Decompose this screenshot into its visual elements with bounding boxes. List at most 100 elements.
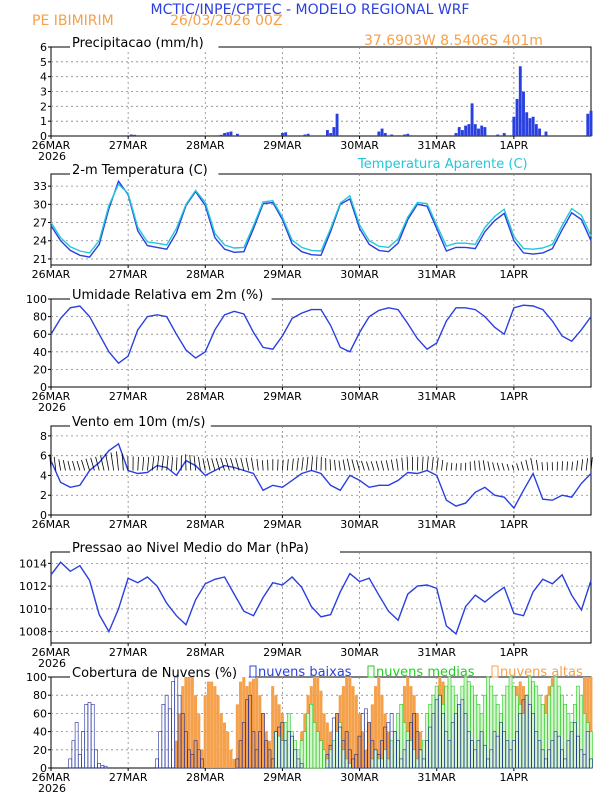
wind-arrow: [215, 458, 221, 471]
cloud-bar: [251, 678, 255, 768]
cloud-bar: [499, 713, 503, 769]
year-label: 2026: [38, 150, 66, 163]
cloud-bar: [547, 694, 551, 769]
wind-arrow: [230, 458, 235, 471]
wind-arrow: [62, 460, 66, 471]
x-tick-label: 29MAR: [263, 390, 302, 403]
cloud-bar: [585, 731, 590, 769]
cloud-bar: [505, 685, 510, 769]
wind-arrow: [220, 457, 225, 471]
cloud-bar: [277, 735, 281, 769]
x-tick-label: 26MAR: [32, 139, 71, 152]
cloud-bar: [354, 695, 358, 768]
legend-swatch: [249, 665, 257, 678]
y-tick-label: 100: [26, 293, 47, 306]
x-tick-label: 28MAR: [186, 771, 225, 784]
wind-arrow: [53, 456, 57, 471]
cloud-bar: [585, 722, 590, 769]
legend-entry: Temperatura Aparente (C): [357, 157, 528, 172]
x-tick-label: 27MAR: [109, 771, 148, 784]
year-label: 2026: [38, 782, 66, 792]
precip-bar: [457, 127, 461, 136]
header-coords: 37.6903W 8.5406S 401m: [364, 33, 543, 49]
wind-arrow: [310, 456, 313, 471]
wind-arrow: [189, 454, 192, 471]
cloud-bar: [341, 686, 345, 768]
cloud-bar: [293, 740, 298, 769]
cloud-bar: [267, 740, 272, 768]
cloud-bar: [90, 703, 95, 769]
cloud-bar: [450, 685, 455, 769]
y-tick-label: 27: [33, 217, 47, 230]
cloud-bar: [271, 686, 275, 768]
cloud-bar: [197, 713, 201, 768]
cloud-bar: [351, 686, 355, 768]
cloud-bar: [78, 754, 82, 769]
wind-arrow: [147, 456, 150, 471]
cloud-bar: [357, 713, 362, 768]
wind-arrow: [245, 457, 250, 471]
y-tick-label: 3: [40, 86, 47, 99]
y-tick-label: 0: [40, 381, 47, 394]
precip-bar: [306, 133, 310, 136]
wind-arrow: [161, 455, 164, 471]
wind-arrow: [566, 461, 569, 471]
year-label: 2026: [38, 401, 66, 414]
precip-bar: [522, 91, 525, 136]
wind-arrow: [342, 459, 346, 471]
precip-bar: [470, 103, 474, 136]
cloud-bar: [376, 758, 381, 769]
cloud-bar: [441, 703, 445, 769]
wind-arrow: [171, 456, 174, 471]
precip-bar: [454, 133, 458, 136]
cloud-bar: [210, 681, 214, 768]
x-tick-label: 30MAR: [340, 390, 379, 403]
precip-bar: [235, 133, 239, 136]
cloud-bar: [216, 695, 220, 768]
wind-arrow: [166, 455, 169, 471]
y-tick-label: 5: [40, 56, 47, 69]
wind-arrow: [571, 461, 573, 471]
cloud-bar: [473, 694, 478, 769]
precip-bar: [538, 128, 542, 136]
cloud-bar: [454, 694, 458, 769]
x-tick-label: 31MAR: [417, 268, 456, 281]
cloud-bar: [380, 758, 384, 769]
wind-arrow: [546, 462, 549, 471]
cloud-bar: [274, 731, 278, 769]
wind-arrow: [496, 462, 500, 471]
cloud-bar: [187, 677, 191, 768]
cloud-bar: [402, 722, 407, 769]
wind-arrow: [426, 456, 429, 471]
wind-arrow: [361, 460, 365, 471]
wind-arrow: [492, 462, 495, 471]
y-tick-label: 80: [33, 311, 47, 324]
cloud-bar: [155, 758, 159, 769]
panel-frame: [50, 173, 592, 266]
legend-swatch: [491, 665, 499, 678]
cloud-bar: [589, 677, 593, 768]
y-tick-label: 1014: [19, 557, 47, 570]
cloud-bar: [531, 681, 535, 769]
panel-title-bg: [70, 666, 249, 680]
cloud-bar: [94, 749, 98, 769]
panel-title: Umidade Relativa em 2m (%): [72, 288, 263, 303]
x-tick-label: 28MAR: [186, 268, 225, 281]
y-tick-label: 100: [26, 671, 47, 684]
y-tick-label: 30: [33, 198, 47, 211]
x-tick-label: 29MAR: [263, 139, 302, 152]
x-tick-label: 31MAR: [417, 390, 456, 403]
panel-title-bg: [70, 36, 219, 50]
precip-bar: [219, 134, 223, 136]
y-tick-label: 1: [40, 115, 47, 128]
cloud-bar: [168, 708, 172, 769]
x-tick-label: 26MAR: [32, 390, 71, 403]
precip-bar: [136, 135, 140, 136]
cloud-bar: [373, 749, 378, 769]
cloud-bar: [200, 758, 204, 769]
wind-arrow: [85, 458, 90, 471]
cloud-bar: [331, 740, 336, 769]
series-line: [50, 442, 592, 510]
cloud-bar: [161, 703, 166, 769]
y-tick-label: 20: [33, 363, 47, 376]
